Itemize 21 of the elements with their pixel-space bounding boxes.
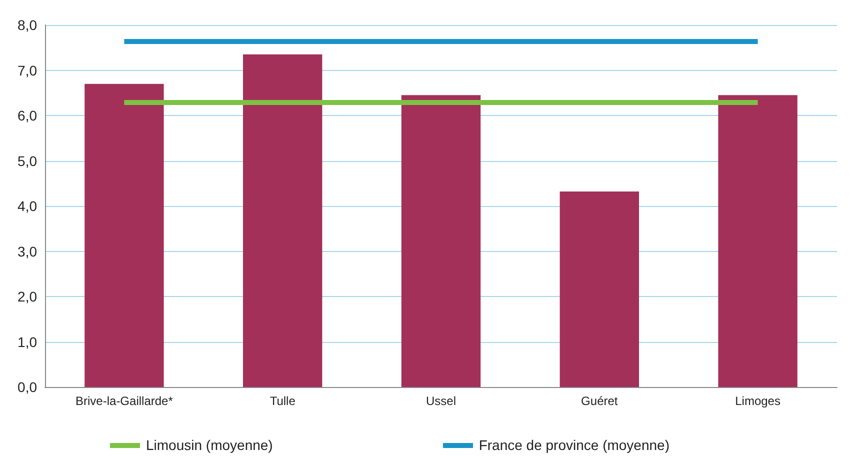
bar [401,95,481,387]
y-tick-label: 0,0 [18,379,38,395]
bar [560,192,639,387]
x-tick-label: Ussel [426,394,456,408]
x-tick-label: Tulle [270,394,296,408]
legend-label: France de province (moyenne) [478,437,670,453]
y-tick-label: 8,0 [18,17,38,33]
x-tick-label: Guéret [581,394,618,408]
bar [243,54,322,387]
y-tick-label: 6,0 [18,108,38,124]
y-tick-label: 4,0 [18,198,38,214]
y-tick-label: 1,0 [18,334,38,350]
y-tick-label: 2,0 [18,288,38,304]
x-tick-label: Brive-la-Gaillarde* [76,394,174,408]
legend-label: Limousin (moyenne) [146,437,273,453]
y-tick-label: 3,0 [18,243,38,260]
bar [718,95,798,387]
x-tick-label: Limoges [735,394,780,408]
y-tick-label: 5,0 [18,152,38,169]
bar [84,84,164,387]
y-tick-label: 7,0 [18,62,38,78]
